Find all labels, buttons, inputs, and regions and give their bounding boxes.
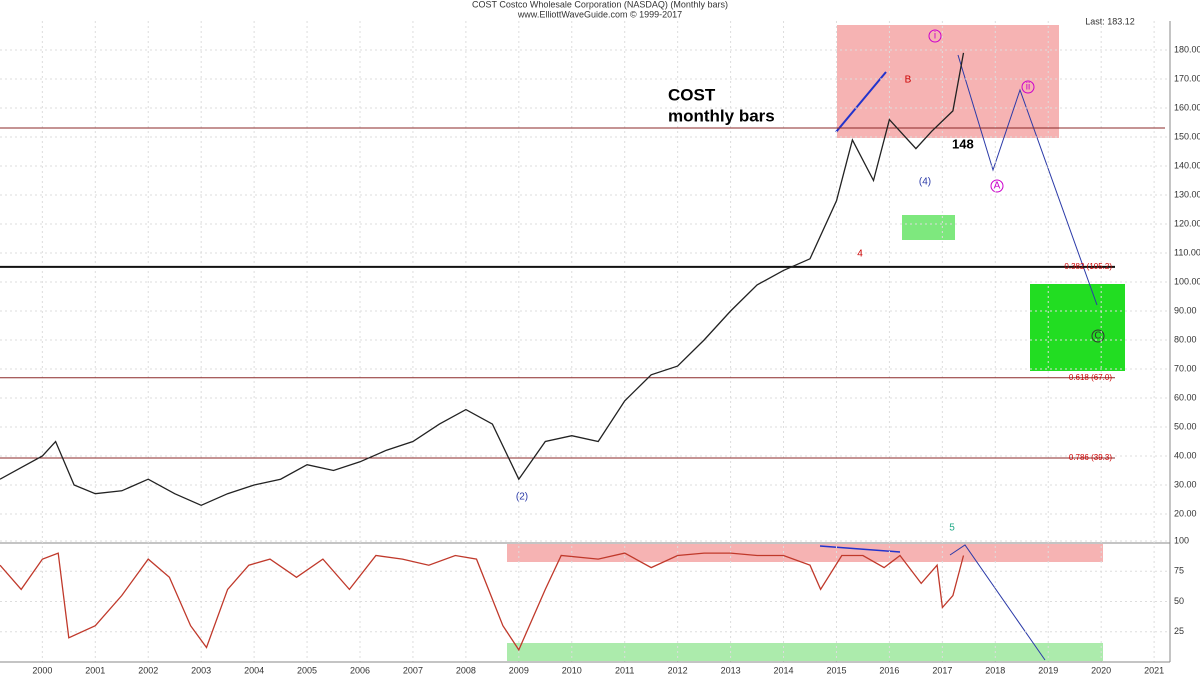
wave-circle (1021, 80, 1035, 94)
wave-circle (928, 29, 942, 43)
x-tick-label: 2016 (879, 665, 899, 675)
level-label: 0.382 (105.2) (1064, 262, 1112, 271)
y-tick-label: 110.00 (1174, 247, 1200, 257)
y-tick-label: 180.00 (1174, 44, 1200, 54)
header-credit: www.ElliottWaveGuide.com © 1999-2017 (517, 9, 682, 19)
x-tick-label: 2002 (138, 665, 158, 675)
y-tick-label: 75 (1174, 566, 1184, 576)
y-tick-label: 70.00 (1174, 363, 1197, 373)
y-tick-label: 160.00 (1174, 102, 1200, 112)
x-tick-label: 2012 (668, 665, 688, 675)
x-tick-label: 2018 (985, 665, 1005, 675)
y-tick-label: 50.00 (1174, 421, 1197, 431)
x-tick-label: 2005 (297, 665, 317, 675)
wave-label: A (994, 181, 1001, 192)
x-tick-label: 2001 (85, 665, 105, 675)
wave-label: ii (1026, 82, 1030, 93)
osc-projection (949, 544, 1046, 661)
target-zone-green (1030, 284, 1125, 371)
y-tick-label: 140.00 (1174, 160, 1200, 170)
wave-label: 4 (857, 249, 863, 260)
y-tick-label: 90.00 (1174, 305, 1197, 315)
wave-label: C (1094, 331, 1101, 342)
level-label: 0.786 (39.3) (1069, 453, 1112, 462)
x-tick-label: 2006 (350, 665, 370, 675)
trend-line (835, 71, 887, 133)
osc-oversold-zone (507, 643, 1103, 661)
wave-label: (2) (516, 492, 528, 503)
symbol-label: COST (668, 85, 716, 104)
x-tick-label: 2011 (615, 665, 634, 675)
x-tick-label: 2003 (191, 665, 211, 675)
x-tick-label: 2014 (774, 665, 794, 675)
y-tick-label: 30.00 (1174, 479, 1197, 489)
target-label: 148 (952, 136, 974, 151)
x-tick-label: 2008 (456, 665, 476, 675)
y-tick-label: 150.00 (1174, 131, 1200, 141)
x-tick-label: 2020 (1091, 665, 1111, 675)
y-tick-label: 170.00 (1174, 73, 1200, 83)
osc-overbought-zone (507, 544, 1103, 562)
y-tick-label: 20.00 (1174, 508, 1197, 518)
x-tick-label: 2000 (32, 665, 52, 675)
y-tick-label: 60.00 (1174, 392, 1197, 402)
wave-label: (4) (919, 177, 931, 188)
plot: 20.00 30.00 40.00 50.00 60.00 70.00 80.00 90.00… (0, 21, 1200, 675)
wave-label: i (934, 31, 936, 42)
support-zone (902, 215, 955, 240)
subtitle-label: monthly bars (668, 106, 775, 125)
divergence-line (819, 545, 901, 553)
header-quote: Last: 183.12 (1085, 16, 1135, 26)
series-line (0, 52, 965, 507)
x-tick-label: 2010 (562, 665, 582, 675)
y-tick-label: 40.00 (1174, 450, 1197, 460)
x-tick-label: 2004 (244, 665, 264, 675)
header-title: COST Costco Wholesale Corporation (NASDA… (472, 0, 728, 9)
y-tick-label: 100 (1174, 535, 1189, 545)
wave-label: 5 (949, 523, 955, 534)
level-label: 0.618 (67.0) (1069, 373, 1112, 382)
wave-circle (1091, 329, 1105, 343)
y-tick-label: 50 (1174, 596, 1184, 606)
series-line (0, 552, 965, 652)
x-tick-label: 2017 (932, 665, 952, 675)
x-tick-label: 2019 (1038, 665, 1058, 675)
y-tick-label: 100.00 (1174, 276, 1200, 286)
x-tick-label: 2015 (826, 665, 846, 675)
x-tick-label: 2007 (403, 665, 423, 675)
y-tick-label: 130.00 (1174, 189, 1200, 199)
x-tick-label: 2021 (1144, 665, 1164, 675)
y-tick-label: 120.00 (1174, 218, 1200, 228)
wave-circle (990, 179, 1004, 193)
target-zone-red (837, 25, 1059, 138)
x-tick-label: 2009 (509, 665, 529, 675)
wave-label: B (905, 75, 912, 86)
y-tick-label: 80.00 (1174, 334, 1197, 344)
y-tick-label: 25 (1174, 626, 1184, 636)
projection-path (957, 54, 1098, 306)
x-tick-label: 2013 (721, 665, 741, 675)
